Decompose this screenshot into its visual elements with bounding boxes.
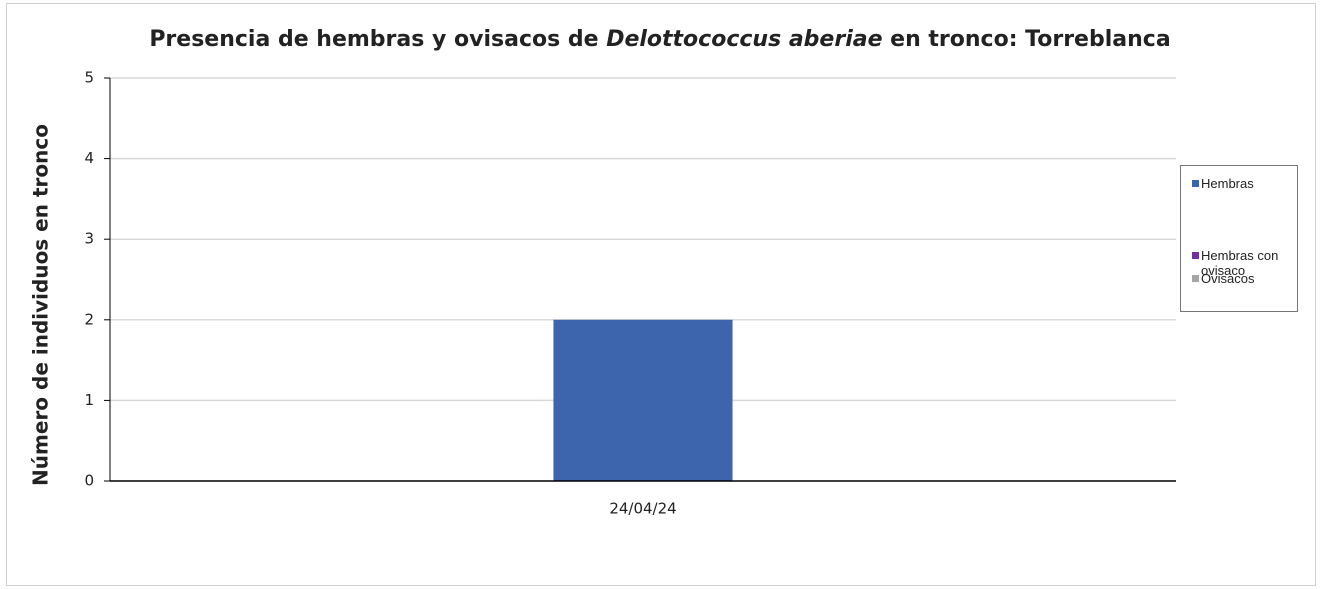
y-tick-label: 3 <box>84 230 94 248</box>
chart-title: Presencia de hembras y ovisacos de Delot… <box>149 27 1170 52</box>
chart-border <box>6 3 1316 586</box>
legend-label: Hembras <box>1201 176 1254 191</box>
legend-label: Ovisacos <box>1201 271 1255 286</box>
y-tick-label: 1 <box>84 391 94 409</box>
y-tick-label: 4 <box>84 149 94 167</box>
legend-item: Ovisacos <box>1192 271 1297 286</box>
title-part: en tronco: Torreblanca <box>883 27 1171 52</box>
y-tick-label: 0 <box>84 472 94 490</box>
legend-item: Hembras <box>1192 176 1297 191</box>
legend: Hembras Hembras con ovisaco Ovisacos <box>1180 165 1298 312</box>
y-axis-label: Número de individuos en tronco <box>29 124 53 486</box>
x-tick-label: 24/04/24 <box>609 500 676 518</box>
legend-swatch <box>1192 252 1199 259</box>
bar <box>553 319 733 481</box>
legend-item: Hembras con ovisaco <box>1192 248 1297 278</box>
legend-swatch <box>1192 180 1199 187</box>
title-part: Presencia de hembras y ovisacos de <box>149 27 606 52</box>
y-tick-label: 2 <box>84 310 94 328</box>
legend-swatch <box>1192 275 1199 282</box>
title-part: Delottococcus aberiae <box>606 27 882 52</box>
legend-label: Hembras con ovisaco <box>1201 248 1279 278</box>
y-tick-label: 5 <box>84 69 94 87</box>
